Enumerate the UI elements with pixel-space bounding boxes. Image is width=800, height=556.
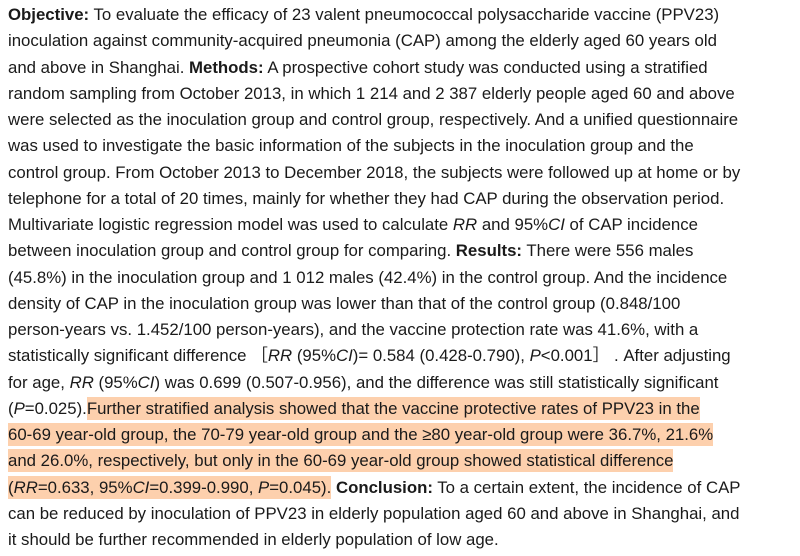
text-line: random sampling from October 2013, in wh… [8, 81, 740, 107]
text-segment: RR [267, 346, 293, 366]
text-segment: P [529, 346, 541, 366]
section-label: Conclusion: [335, 477, 433, 497]
text-line: Objective: To evaluate the efficacy of 2… [8, 2, 740, 28]
text-line: (P=0.025).Further stratified analysis sh… [8, 396, 740, 422]
text-segment: CI [548, 215, 565, 234]
text-segment: (45.8%) in the inoculation group and 1 0… [8, 267, 728, 287]
text-segment: To a certain extent, the incidence of CA… [432, 477, 741, 497]
text-segment: inoculation against community-acquired p… [8, 31, 717, 51]
highlighted-text: Further stratified analysis showed that … [86, 396, 700, 420]
text-segment: CI [336, 346, 353, 366]
text-line: and 26.0%, respectively, but only in the… [8, 448, 740, 474]
text-segment: person-years vs. 1.452/100 person-years)… [8, 320, 699, 339]
highlighted-text: =0.633, 95% [37, 475, 133, 499]
text-segment: There were 556 males [522, 241, 694, 261]
section-label: Methods: [189, 57, 264, 77]
text-line: (RR=0.633, 95%CI=0.399-0.990, P=0.045). … [8, 475, 740, 501]
text-segment: random sampling from October 2013, in wh… [8, 83, 735, 103]
text-segment: density of CAP in the inoculation group … [8, 293, 681, 313]
text-segment: and above in Shanghai. [8, 57, 190, 77]
text-line: was used to investigate the basic inform… [8, 133, 740, 159]
text-segment: was used to investigate the basic inform… [8, 136, 694, 156]
text-segment: <0.001］ . After adjusting [540, 346, 731, 366]
text-segment: were selected as the inoculation group a… [8, 110, 739, 129]
abstract-text: Objective: To evaluate the efficacy of 2… [8, 2, 740, 553]
text-segment: Multivariate logistic regression model w… [8, 215, 453, 234]
text-segment: CI [137, 372, 155, 392]
text-segment: statistically significant difference ［ [8, 346, 268, 366]
text-line: for age, RR (95%CI) was 0.699 (0.507-0.9… [8, 370, 740, 396]
section-label: Objective: [8, 5, 90, 24]
text-segment: A prospective cohort study was conducted… [263, 57, 708, 77]
text-segment: ) was 0.699 (0.507-0.956), and the diffe… [154, 372, 719, 392]
highlighted-text: RR [13, 475, 38, 499]
text-segment: of CAP incidence [564, 215, 698, 234]
text-segment: P [13, 398, 25, 418]
highlighted-text: and 26.0%, respectively, but only in the… [8, 449, 674, 473]
text-segment: telephone for a total of 20 times, mainl… [8, 188, 725, 208]
text-line: can be reduced by inoculation of PPV23 i… [8, 501, 740, 527]
text-line: 60-69 year-old group, the 70-79 year-old… [8, 422, 740, 448]
text-segment: can be reduced by inoculation of PPV23 i… [8, 503, 740, 523]
text-line: control group. From October 2013 to Dece… [8, 160, 740, 186]
text-line: statistically significant difference ［RR… [8, 343, 740, 369]
text-line: Multivariate logistic regression model w… [8, 212, 740, 238]
section-label: Results: [455, 241, 523, 261]
text-line: telephone for a total of 20 times, mainl… [8, 186, 740, 212]
text-segment: and 95% [477, 215, 549, 234]
text-line: it should be further recommended in elde… [8, 527, 740, 553]
text-segment: )= 0.584 (0.428-0.790), [352, 346, 530, 366]
highlighted-text: ( [8, 475, 14, 499]
text-segment: RR [452, 215, 478, 234]
text-line: were selected as the inoculation group a… [8, 107, 740, 133]
text-segment: =0.025). [24, 398, 87, 418]
highlighted-text: =0.045). [269, 475, 332, 499]
text-segment: (95% [93, 372, 138, 392]
text-segment: between inoculation group and control gr… [8, 241, 456, 261]
text-segment: To evaluate the efficacy of 23 valent pn… [89, 5, 720, 24]
text-line: (45.8%) in the inoculation group and 1 0… [8, 265, 740, 291]
highlighted-text: 60-69 year-old group, the 70-79 year-old… [8, 423, 714, 446]
text-line: person-years vs. 1.452/100 person-years)… [8, 317, 740, 343]
text-line: and above in Shanghai. Methods: A prospe… [8, 55, 740, 81]
highlighted-text: CI [132, 475, 150, 499]
text-line: between inoculation group and control gr… [8, 238, 740, 264]
text-segment: (95% [292, 346, 337, 366]
text-segment: control group. From October 2013 to Dece… [8, 162, 741, 182]
text-segment: it should be further recommended in elde… [8, 530, 499, 549]
text-line: density of CAP in the inoculation group … [8, 291, 740, 317]
text-segment: for age, [8, 372, 70, 392]
text-line: inoculation against community-acquired p… [8, 28, 740, 54]
text-segment: ( [8, 398, 14, 418]
text-segment: RR [69, 372, 94, 392]
highlighted-text: =0.399-0.990, [149, 475, 259, 499]
highlighted-text: P [258, 475, 270, 499]
